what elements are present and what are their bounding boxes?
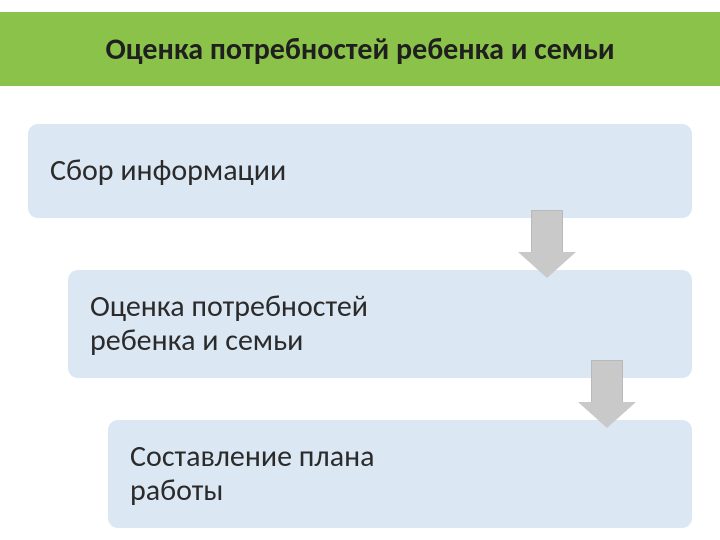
process-step-label: Оценка потребностей ребенка и семьи [90, 290, 470, 359]
arrow-head [518, 252, 576, 278]
process-step-1: Сбор информации [28, 124, 692, 218]
title-bar: Оценка потребностей ребенка и семьи [0, 12, 720, 86]
process-step-label: Составление плана работы [130, 440, 450, 509]
arrow-down-icon [518, 210, 576, 278]
process-step-3: Составление плана работы [108, 420, 692, 528]
arrow-shaft [591, 360, 623, 402]
arrow-shaft [531, 210, 563, 252]
page-title: Оценка потребностей ребенка и семьи [0, 31, 720, 68]
process-step-label: Сбор информации [50, 154, 286, 189]
arrow-down-icon [578, 360, 636, 428]
arrow-head [578, 402, 636, 428]
